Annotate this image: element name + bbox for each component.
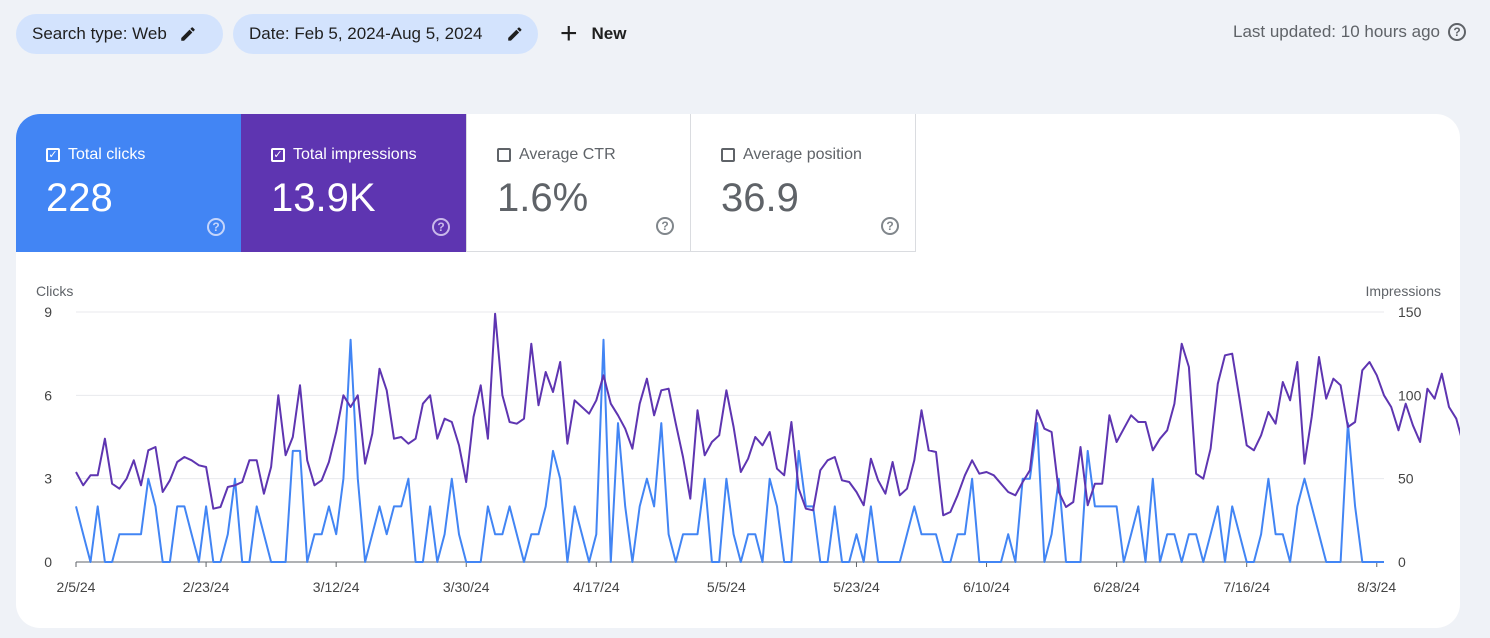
metric-total-clicks[interactable]: ✓ Total clicks 228 ? (16, 114, 241, 252)
metric-label: Average CTR (519, 146, 616, 163)
x-tick-label: 3/30/24 (443, 579, 490, 595)
help-icon[interactable]: ? (207, 218, 225, 236)
x-tick-label: 4/17/24 (573, 579, 620, 595)
x-tick-label: 8/3/24 (1357, 579, 1396, 595)
help-icon[interactable]: ? (1448, 23, 1466, 41)
help-icon[interactable]: ? (432, 218, 450, 236)
search-type-filter-chip[interactable]: Search type: Web (16, 14, 223, 54)
help-icon[interactable]: ? (881, 217, 899, 235)
plus-icon: + (560, 17, 578, 50)
x-tick-label: 3/12/24 (313, 579, 360, 595)
last-updated-text: Last updated: 10 hours ago (1233, 22, 1440, 41)
metric-value: 1.6% (497, 176, 589, 220)
checkbox-unchecked-icon[interactable] (497, 148, 511, 162)
date-filter-chip[interactable]: Date: Feb 5, 2024-Aug 5, 2024 (233, 14, 538, 54)
x-tick-label: 7/16/24 (1223, 579, 1270, 595)
series-line-clicks (75, 338, 1384, 563)
edit-pencil-icon (508, 27, 522, 41)
y-left-tick-label: 0 (44, 554, 52, 570)
metric-value: 36.9 (721, 176, 799, 220)
y-left-tick-label: 3 (44, 471, 52, 487)
x-tick-label: 6/28/24 (1093, 579, 1140, 595)
metric-label: Average position (743, 146, 862, 163)
new-filter-label: New (591, 24, 627, 43)
new-filter-button[interactable]: + New (560, 14, 627, 54)
x-tick-label: 2/5/24 (57, 579, 96, 595)
metric-label: Total impressions (293, 146, 417, 163)
metric-label: Total clicks (68, 146, 146, 163)
y-right-axis-title: Impressions (1366, 283, 1441, 299)
date-filter-label: Date: Feb 5, 2024-Aug 5, 2024 (249, 24, 483, 43)
y-right-tick-label: 50 (1398, 471, 1414, 487)
x-tick-label: 5/5/24 (707, 579, 746, 595)
x-tick-label: 6/10/24 (963, 579, 1010, 595)
performance-chart[interactable]: Clicks Impressions 0 3 6 9 0 50 100 150 2/5/24 2/… (16, 252, 1460, 628)
performance-card: ✓ Total clicks 228 ? ✓ Total impressions 1… (16, 114, 1460, 628)
edit-pencil-icon (181, 27, 195, 41)
y-right-tick-label: 0 (1398, 554, 1406, 570)
metric-average-ctr[interactable]: Average CTR 1.6% ? (466, 114, 691, 252)
checkbox-checked-icon[interactable]: ✓ (271, 148, 285, 162)
help-icon[interactable]: ? (656, 217, 674, 235)
x-tick-label: 2/23/24 (183, 579, 230, 595)
search-type-filter-label: Search type: Web (32, 24, 167, 43)
y-left-axis-title: Clicks (36, 283, 73, 299)
y-right-tick-label: 100 (1398, 387, 1422, 403)
x-tick-label: 5/23/24 (833, 579, 880, 595)
y-left-tick-label: 6 (44, 387, 52, 403)
y-left-tick-label: 9 (44, 304, 52, 320)
metric-total-impressions[interactable]: ✓ Total impressions 13.9K ? (241, 114, 466, 252)
last-updated: Last updated: 10 hours ago ? (1233, 22, 1466, 42)
series-line-impressions (75, 312, 1460, 517)
metric-value: 228 (46, 176, 113, 220)
y-right-tick-label: 150 (1398, 304, 1422, 320)
checkbox-unchecked-icon[interactable] (721, 148, 735, 162)
metric-value: 13.9K (271, 176, 376, 220)
metric-average-position[interactable]: Average position 36.9 ? (691, 114, 916, 252)
checkbox-checked-icon[interactable]: ✓ (46, 148, 60, 162)
